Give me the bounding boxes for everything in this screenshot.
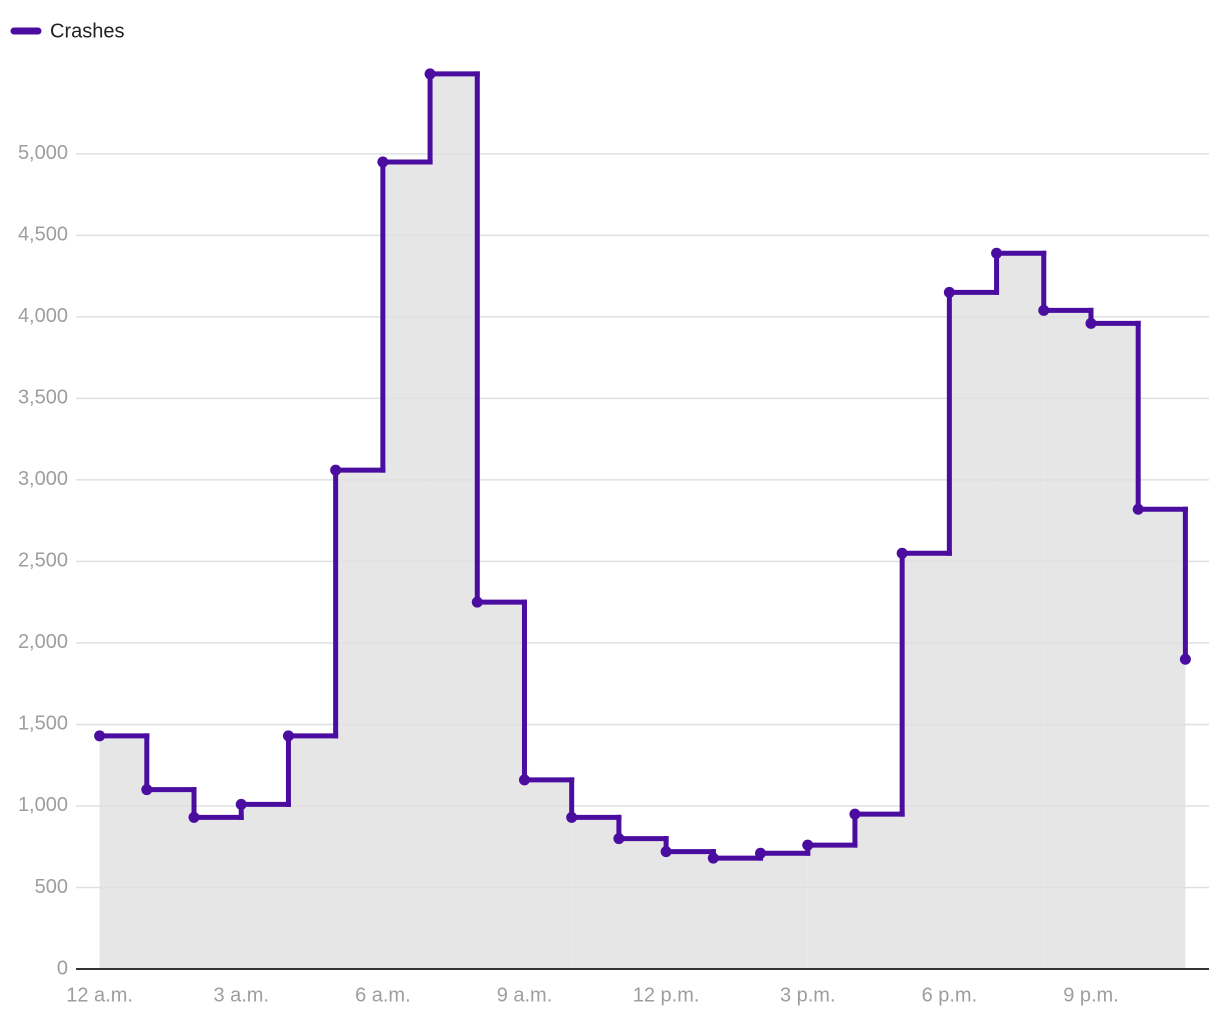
area-step — [1043, 310, 1091, 970]
area-step — [524, 779, 572, 969]
point — [377, 156, 389, 168]
y-tick-label: 0 — [57, 957, 68, 979]
area-step — [996, 253, 1044, 970]
point — [235, 798, 247, 810]
area-step — [949, 292, 997, 969]
y-tick-label: 4,500 — [18, 224, 68, 246]
legend-label: Crashes — [50, 20, 124, 42]
y-tick-label: 2,500 — [18, 550, 68, 572]
area-step — [146, 789, 195, 969]
point — [471, 596, 483, 608]
area-step — [1138, 509, 1186, 969]
x-tick-label: 9 p.m. — [1063, 984, 1119, 1006]
x-tick-label: 12 p.m. — [633, 984, 700, 1006]
point — [424, 68, 436, 80]
x-tick-label: 6 p.m. — [922, 984, 978, 1006]
y-tick-label: 3,000 — [18, 468, 68, 490]
point — [188, 811, 200, 823]
point — [1038, 304, 1050, 316]
area-step — [99, 735, 147, 969]
y-tick-label: 500 — [35, 876, 68, 898]
x-tick-label: 3 p.m. — [780, 984, 836, 1006]
area-step — [760, 853, 808, 969]
area-step — [477, 602, 525, 969]
point — [991, 247, 1003, 259]
point — [330, 464, 342, 476]
y-tick-label: 3,500 — [18, 387, 68, 409]
area-step — [194, 817, 242, 969]
point — [849, 808, 861, 820]
point — [282, 730, 294, 742]
point — [943, 286, 955, 298]
area-step — [618, 838, 667, 969]
x-tick-label: 9 a.m. — [497, 984, 553, 1006]
point — [1085, 317, 1097, 329]
y-tick-label: 1,500 — [18, 713, 68, 735]
area-step — [666, 851, 714, 969]
point — [707, 852, 719, 864]
area-step — [902, 553, 950, 969]
area-step — [571, 817, 619, 969]
y-tick-label: 1,000 — [18, 794, 68, 816]
x-tick-label: 12 a.m. — [66, 984, 133, 1006]
area-step — [382, 161, 431, 970]
area-step — [1090, 323, 1139, 970]
point — [566, 811, 578, 823]
point — [1179, 653, 1191, 665]
area-step — [854, 814, 903, 969]
point — [896, 547, 908, 559]
point — [613, 833, 625, 845]
point — [755, 847, 767, 859]
area-step — [430, 73, 478, 969]
point — [141, 784, 153, 796]
point — [94, 730, 106, 742]
area-step — [713, 858, 761, 969]
x-tick-label: 6 a.m. — [355, 984, 411, 1006]
point — [802, 839, 814, 851]
point — [660, 846, 672, 858]
area-step — [288, 735, 336, 969]
x-tick-label: 3 a.m. — [213, 984, 269, 1006]
y-tick-label: 4,000 — [18, 305, 68, 327]
area-step — [241, 804, 289, 969]
area-step — [807, 845, 855, 969]
point — [518, 774, 530, 786]
y-tick-label: 5,000 — [18, 142, 68, 164]
area-step — [335, 470, 383, 969]
y-tick-label: 2,000 — [18, 631, 68, 653]
point — [1132, 503, 1144, 515]
